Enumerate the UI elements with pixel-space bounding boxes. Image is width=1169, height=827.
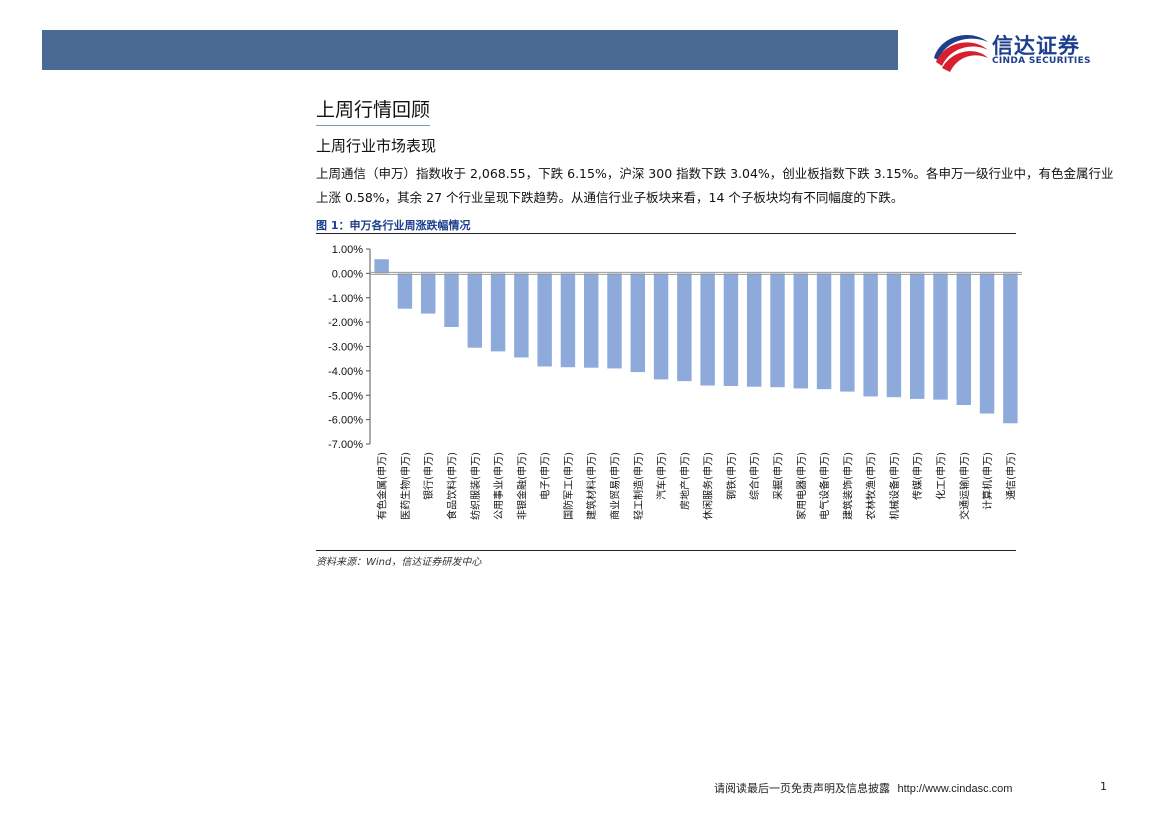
- bar: [514, 273, 529, 358]
- section-title: 上周行情回顾: [316, 95, 431, 126]
- figure-bottom-rule: [316, 550, 1016, 551]
- y-tick-label: -3.00%: [328, 342, 363, 354]
- y-tick-label: -6.00%: [328, 415, 363, 427]
- bar: [816, 273, 832, 390]
- x-tick-label: 有色金属(申万): [376, 452, 389, 520]
- x-tick-label: 化工(申万): [935, 452, 948, 500]
- bar: [490, 273, 506, 352]
- bar: [560, 273, 576, 368]
- x-tick-label: 汽车(申万): [655, 452, 668, 500]
- logo-chinese-name: 信达证券: [992, 34, 1080, 58]
- bar: [420, 273, 436, 314]
- bar: [397, 273, 413, 309]
- source-note: 资料来源：Wind，信达证券研发中心: [316, 557, 482, 568]
- x-tick-label: 轻工制造(申万): [632, 452, 645, 520]
- x-tick-label: 农林牧渔(申万): [865, 452, 878, 520]
- x-tick-label: 综合(申万): [748, 452, 761, 500]
- x-tick-label: 国防军工(申万): [562, 452, 575, 520]
- bar: [607, 273, 622, 369]
- footer-disclaimer: 请阅读最后一页免责声明及信息披露 http://www.cindasc.com: [714, 780, 1012, 796]
- y-tick-label: -5.00%: [328, 390, 363, 402]
- x-tick-label: 电气设备(申万): [818, 452, 831, 520]
- bar: [979, 273, 995, 414]
- cinda-logo-icon: [934, 35, 988, 72]
- bar: [770, 273, 785, 388]
- x-tick-label: 食品饮料(申万): [446, 452, 459, 520]
- y-tick-label: -1.00%: [328, 293, 363, 305]
- bar: [933, 273, 948, 400]
- x-tick-label: 计算机(申万): [981, 452, 994, 510]
- x-tick-label: 纺织服装(申万): [469, 452, 482, 520]
- bar: [444, 273, 459, 327]
- disclaimer-text: 请阅读最后一页免责声明及信息披露: [714, 782, 890, 795]
- figure-top-rule: [316, 233, 1016, 234]
- cinda-logo: 信达证券 CINDA SECURITIES: [930, 28, 1130, 74]
- website-link[interactable]: http://www.cindasc.com: [897, 783, 1013, 795]
- x-tick-label: 建筑材料(申万): [585, 452, 598, 520]
- header-bar: [42, 30, 898, 70]
- bar: [863, 273, 878, 397]
- industry-bar-chart: 1.00% 0.00% -1.00% -2.00% -3.00% -4.00% -5.00%…: [328, 244, 1022, 520]
- summary-paragraph: 上周通信（申万）指数收于 2,068.55，下跌 6.15%，沪深 300 指数…: [316, 166, 1114, 205]
- x-tick-label: 银行(申万): [422, 452, 435, 500]
- x-tick-label: 非银金融(申万): [515, 452, 528, 520]
- x-tick-label: 公用事业(申万): [492, 452, 505, 520]
- y-tick-label: -2.00%: [328, 317, 363, 329]
- x-tick-label: 建筑装饰(申万): [841, 452, 854, 520]
- bar: [840, 273, 855, 392]
- figure-title: 图 1：申万各行业周涨跌幅情况: [316, 219, 471, 232]
- bar: [467, 273, 483, 348]
- y-tick-label: 1.00%: [332, 244, 363, 256]
- x-tick-label: 通信(申万): [1004, 452, 1017, 500]
- bar: [677, 273, 692, 382]
- x-tick-label: 交通运输(申万): [958, 452, 971, 520]
- y-tick-label: 0.00%: [332, 268, 363, 280]
- x-tick-label: 家用电器(申万): [795, 452, 808, 520]
- x-tick-label: 钢铁(申万): [725, 452, 738, 500]
- x-tick-label: 采掘(申万): [772, 452, 785, 500]
- x-tick-label: 房地产(申万): [678, 452, 691, 510]
- bar: [886, 273, 902, 398]
- x-tick-label: 机械设备(申万): [888, 452, 901, 520]
- bar: [956, 273, 972, 405]
- bar: [723, 273, 739, 386]
- bar: [746, 273, 762, 387]
- bar: [793, 273, 809, 389]
- x-tick-label: 休闲服务(申万): [702, 452, 715, 520]
- bar: [583, 273, 599, 368]
- bar: [1003, 273, 1018, 424]
- bar: [909, 273, 925, 399]
- bar: [700, 273, 715, 386]
- x-tick-label: 电子(申万): [539, 452, 552, 500]
- bar: [374, 259, 389, 274]
- x-tick-label: 传媒(申万): [911, 452, 924, 500]
- x-tick-label: 商业贸易(申万): [609, 452, 622, 520]
- bar: [630, 273, 646, 373]
- bar: [537, 273, 552, 367]
- logo-english-name: CINDA SECURITIES: [992, 56, 1091, 66]
- subtitle: 上周行业市场表现: [316, 137, 437, 155]
- bar: [653, 273, 669, 380]
- y-tick-label: -7.00%: [328, 439, 363, 451]
- page-number: 1: [1100, 780, 1107, 793]
- y-tick-label: -4.00%: [328, 366, 363, 378]
- x-tick-label: 医药生物(申万): [399, 452, 412, 520]
